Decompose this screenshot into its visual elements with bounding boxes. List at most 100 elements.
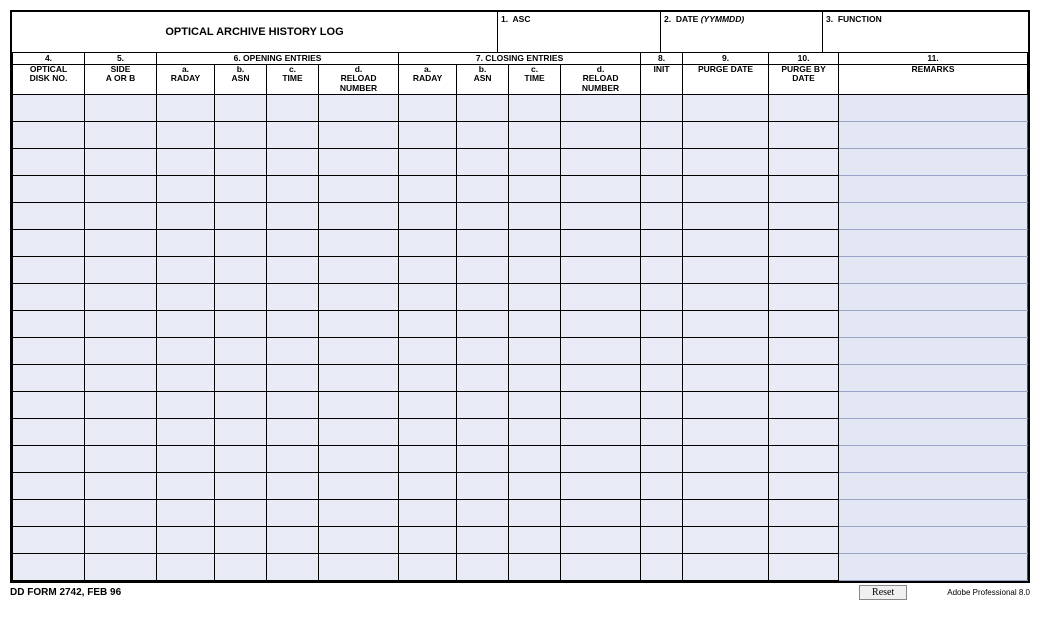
table-cell[interactable] <box>267 257 319 284</box>
table-cell[interactable] <box>839 122 1028 149</box>
table-cell[interactable] <box>839 419 1028 446</box>
table-cell[interactable] <box>399 419 457 446</box>
table-cell[interactable] <box>839 230 1028 257</box>
table-cell[interactable] <box>13 554 85 581</box>
table-cell[interactable] <box>769 338 839 365</box>
table-cell[interactable] <box>157 257 215 284</box>
table-cell[interactable] <box>769 284 839 311</box>
table-cell[interactable] <box>267 122 319 149</box>
field-asc[interactable]: 1. ASC <box>498 12 661 52</box>
table-cell[interactable] <box>319 257 399 284</box>
table-cell[interactable] <box>769 554 839 581</box>
table-cell[interactable] <box>319 176 399 203</box>
table-cell[interactable] <box>319 203 399 230</box>
table-cell[interactable] <box>319 365 399 392</box>
table-cell[interactable] <box>641 257 683 284</box>
table-cell[interactable] <box>85 527 157 554</box>
table-cell[interactable] <box>85 257 157 284</box>
table-cell[interactable] <box>509 176 561 203</box>
table-cell[interactable] <box>13 122 85 149</box>
table-cell[interactable] <box>561 338 641 365</box>
table-cell[interactable] <box>85 203 157 230</box>
table-cell[interactable] <box>839 446 1028 473</box>
table-cell[interactable] <box>85 311 157 338</box>
table-cell[interactable] <box>683 554 769 581</box>
table-cell[interactable] <box>13 338 85 365</box>
table-cell[interactable] <box>769 392 839 419</box>
table-cell[interactable] <box>561 419 641 446</box>
table-cell[interactable] <box>13 257 85 284</box>
table-cell[interactable] <box>641 365 683 392</box>
table-cell[interactable] <box>457 257 509 284</box>
table-cell[interactable] <box>267 419 319 446</box>
table-cell[interactable] <box>683 473 769 500</box>
table-cell[interactable] <box>157 95 215 122</box>
table-cell[interactable] <box>157 500 215 527</box>
table-cell[interactable] <box>509 446 561 473</box>
table-cell[interactable] <box>839 311 1028 338</box>
table-cell[interactable] <box>561 203 641 230</box>
table-cell[interactable] <box>561 473 641 500</box>
table-cell[interactable] <box>399 392 457 419</box>
table-cell[interactable] <box>267 230 319 257</box>
field-function[interactable]: 3. FUNCTION <box>823 12 1028 52</box>
table-cell[interactable] <box>85 230 157 257</box>
table-cell[interactable] <box>215 203 267 230</box>
table-cell[interactable] <box>215 122 267 149</box>
table-cell[interactable] <box>769 473 839 500</box>
table-cell[interactable] <box>683 392 769 419</box>
table-cell[interactable] <box>319 230 399 257</box>
table-cell[interactable] <box>769 230 839 257</box>
table-cell[interactable] <box>769 122 839 149</box>
table-cell[interactable] <box>85 176 157 203</box>
table-cell[interactable] <box>683 446 769 473</box>
table-cell[interactable] <box>839 257 1028 284</box>
table-cell[interactable] <box>215 338 267 365</box>
table-cell[interactable] <box>85 500 157 527</box>
table-cell[interactable] <box>157 284 215 311</box>
table-cell[interactable] <box>267 446 319 473</box>
table-cell[interactable] <box>215 419 267 446</box>
table-cell[interactable] <box>457 203 509 230</box>
table-cell[interactable] <box>13 419 85 446</box>
table-cell[interactable] <box>267 392 319 419</box>
table-cell[interactable] <box>641 149 683 176</box>
table-cell[interactable] <box>769 203 839 230</box>
table-cell[interactable] <box>457 284 509 311</box>
table-cell[interactable] <box>641 500 683 527</box>
table-cell[interactable] <box>267 500 319 527</box>
table-cell[interactable] <box>769 419 839 446</box>
table-cell[interactable] <box>267 473 319 500</box>
table-cell[interactable] <box>215 392 267 419</box>
table-cell[interactable] <box>215 176 267 203</box>
table-cell[interactable] <box>399 473 457 500</box>
table-cell[interactable] <box>457 365 509 392</box>
table-cell[interactable] <box>319 473 399 500</box>
table-cell[interactable] <box>769 500 839 527</box>
table-cell[interactable] <box>561 500 641 527</box>
table-cell[interactable] <box>267 149 319 176</box>
table-cell[interactable] <box>267 311 319 338</box>
table-cell[interactable] <box>13 311 85 338</box>
table-cell[interactable] <box>215 257 267 284</box>
table-cell[interactable] <box>267 338 319 365</box>
table-cell[interactable] <box>157 338 215 365</box>
table-cell[interactable] <box>839 149 1028 176</box>
table-cell[interactable] <box>157 473 215 500</box>
table-cell[interactable] <box>319 95 399 122</box>
table-cell[interactable] <box>509 203 561 230</box>
table-cell[interactable] <box>509 311 561 338</box>
table-cell[interactable] <box>839 392 1028 419</box>
table-cell[interactable] <box>85 149 157 176</box>
table-cell[interactable] <box>13 527 85 554</box>
table-cell[interactable] <box>683 284 769 311</box>
table-cell[interactable] <box>839 500 1028 527</box>
table-cell[interactable] <box>561 527 641 554</box>
table-cell[interactable] <box>509 500 561 527</box>
table-cell[interactable] <box>399 149 457 176</box>
table-cell[interactable] <box>13 284 85 311</box>
table-cell[interactable] <box>399 554 457 581</box>
table-cell[interactable] <box>319 284 399 311</box>
table-cell[interactable] <box>319 392 399 419</box>
table-cell[interactable] <box>157 554 215 581</box>
